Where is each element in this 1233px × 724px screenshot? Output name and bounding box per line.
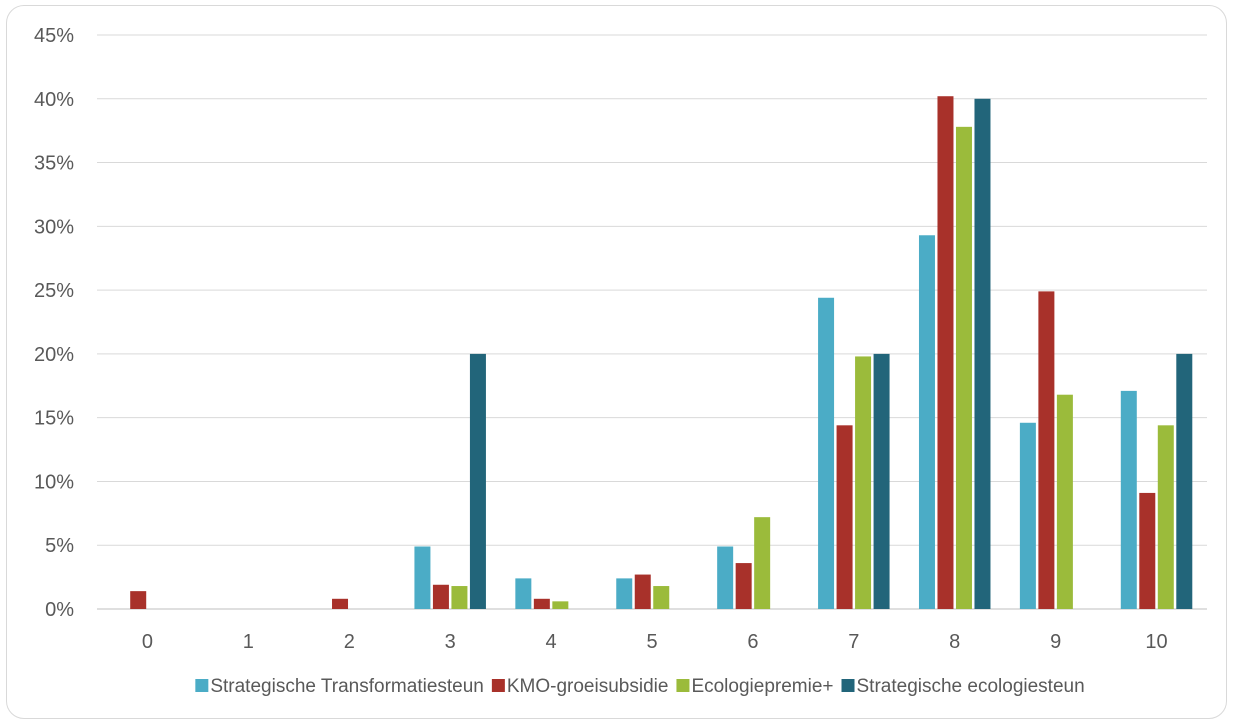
- bar: [469, 353, 486, 609]
- legend-item: Strategische ecologiesteun: [841, 676, 1085, 697]
- bar: [634, 574, 651, 609]
- bar: [1019, 422, 1036, 609]
- bar: [616, 578, 633, 609]
- bar: [432, 584, 449, 609]
- legend-label: Strategische Transformatiesteun: [210, 676, 484, 697]
- legend-item: Ecologiepremie+: [676, 676, 834, 697]
- bar: [414, 546, 431, 609]
- x-tick-label: 5: [646, 631, 657, 653]
- bar: [1157, 425, 1174, 609]
- bar: [818, 297, 835, 609]
- x-tick-label: 0: [142, 631, 153, 653]
- bar: [1038, 291, 1055, 609]
- legend-item: Strategische Transformatiesteun: [195, 676, 484, 697]
- x-tick-label: 3: [445, 631, 456, 653]
- legend-swatch: [676, 679, 690, 692]
- y-tick-label: 40%: [34, 89, 74, 111]
- bar: [754, 517, 771, 609]
- bar: [836, 425, 853, 609]
- legend-label: Strategische ecologiesteun: [857, 676, 1085, 697]
- bar: [332, 598, 349, 609]
- bar: [130, 591, 147, 609]
- legend-item: KMO-groeisubsidie: [491, 676, 669, 697]
- x-tick-label: 7: [848, 631, 859, 653]
- bar: [1120, 390, 1137, 609]
- y-tick-label: 5%: [45, 535, 74, 557]
- bar: [533, 598, 550, 609]
- y-axis-ticks: 0% 5% 10% 15% 20% 25% 30% 35% 40% 45%: [34, 25, 74, 621]
- bar: [974, 98, 991, 610]
- y-tick-label: 45%: [34, 25, 74, 47]
- x-tick-label: 1: [243, 631, 254, 653]
- bar: [955, 126, 972, 609]
- bars: [130, 96, 1193, 610]
- legend-label: Ecologiepremie+: [691, 676, 833, 697]
- bar: [873, 353, 890, 609]
- bar: [552, 601, 569, 609]
- y-tick-label: 15%: [34, 408, 74, 430]
- legend-label: KMO-groeisubsidie: [507, 676, 669, 697]
- x-tick-label: 10: [1145, 631, 1167, 653]
- legend-swatch: [195, 679, 209, 692]
- bar: [1176, 353, 1193, 609]
- y-tick-label: 30%: [34, 216, 74, 238]
- x-tick-label: 8: [949, 631, 960, 653]
- y-tick-label: 10%: [34, 471, 74, 493]
- y-tick-label: 20%: [34, 344, 74, 366]
- x-tick-label: 9: [1050, 631, 1061, 653]
- legend-swatch: [841, 679, 855, 692]
- y-tick-label: 25%: [34, 280, 74, 302]
- x-tick-label: 4: [546, 631, 557, 653]
- y-tick-label: 35%: [34, 153, 74, 175]
- bar: [1139, 492, 1156, 609]
- bar: [918, 235, 935, 610]
- bar: [451, 586, 468, 609]
- bar: [717, 546, 734, 609]
- bar: [855, 356, 872, 609]
- legend: Strategische Transformatiesteun KMO-groei…: [195, 676, 1085, 697]
- x-axis-ticks: 0 1 2 3 4 5 6 7 8 9 10: [142, 631, 1168, 653]
- bar: [937, 96, 954, 609]
- y-tick-label: 0%: [45, 599, 74, 621]
- x-tick-label: 2: [344, 631, 355, 653]
- bar: [735, 563, 752, 609]
- x-tick-label: 6: [747, 631, 758, 653]
- bar: [653, 586, 670, 609]
- bar: [1056, 394, 1073, 609]
- legend-swatch: [491, 679, 505, 692]
- bar: [515, 578, 532, 609]
